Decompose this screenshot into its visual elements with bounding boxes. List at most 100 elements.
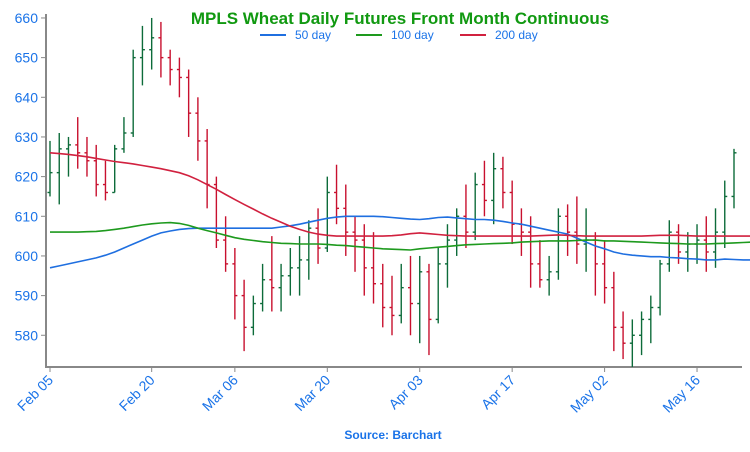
ohlc-bar <box>65 136 71 177</box>
ohlc-bar <box>158 21 164 78</box>
ohlc-bar <box>629 319 635 367</box>
y-tick-label: 660 <box>15 10 39 26</box>
ohlc-bar <box>47 140 53 197</box>
ohlc-bar <box>731 148 737 209</box>
ohlc-bar <box>176 57 182 98</box>
ohlc-bar <box>352 216 358 272</box>
ohlc-bar <box>555 208 561 280</box>
ohlc-bar <box>56 132 62 205</box>
ohlc-bar <box>648 295 654 344</box>
ohlc-bar <box>343 184 349 256</box>
ohlc-bar <box>250 295 256 336</box>
legend-label: 50 day <box>295 28 331 42</box>
chart-source: Source: Barchart <box>344 428 441 442</box>
y-tick-label: 620 <box>15 169 39 185</box>
legend-item: 100 day <box>356 28 434 42</box>
ohlc-bar <box>324 176 330 252</box>
ohlc-bar <box>269 236 275 312</box>
ohlc-bar <box>139 25 145 86</box>
ohlc-bar <box>213 176 219 249</box>
y-tick-label: 610 <box>15 208 39 224</box>
legend-label: 100 day <box>391 28 434 42</box>
ohlc-bar <box>334 164 340 225</box>
y-tick-label: 630 <box>15 129 39 145</box>
ohlc-bar <box>491 152 497 225</box>
series-line <box>49 152 750 237</box>
ohlc-bar <box>398 263 404 324</box>
ohlc-bar <box>602 240 608 304</box>
ohlc-bar <box>518 208 524 256</box>
legend-label: 200 day <box>495 28 538 42</box>
ohlc-bar <box>241 279 247 352</box>
ohlc-bar <box>186 69 192 137</box>
ohlc-bar <box>574 196 580 264</box>
ohlc-bar <box>407 255 413 336</box>
ohlc-bar <box>546 255 552 296</box>
ohlc-bar <box>297 236 303 296</box>
ohlc-bar <box>426 263 432 356</box>
ohlc-bar <box>417 255 423 344</box>
ohlc-bar <box>722 180 728 249</box>
ohlc-bar <box>130 49 136 137</box>
legend-item: 200 day <box>460 28 538 42</box>
ohlc-bar <box>278 263 284 312</box>
x-axis: Feb 05 Feb 20 Mar 06 Mar 20 Apr 03 Apr 17 May … <box>14 366 742 416</box>
y-tick-label: 590 <box>15 288 39 304</box>
chart-title: MPLS Wheat Daily Futures Front Month Con… <box>191 9 609 28</box>
ohlc-bar <box>167 49 173 86</box>
ohlc-bar <box>306 220 312 280</box>
legend-item: 50 day <box>260 28 331 42</box>
ohlc-bar <box>639 311 645 356</box>
ohlc-bar <box>463 184 469 249</box>
ohlc-bar <box>204 129 210 209</box>
ohlc-bar <box>713 208 719 268</box>
ohlc-bar <box>380 263 386 328</box>
ohlc-bar <box>149 17 155 70</box>
y-tick-label: 650 <box>15 50 39 66</box>
ohlc-bar <box>195 97 201 161</box>
ohlc-bar <box>454 208 460 256</box>
ohlc-bar <box>592 232 598 296</box>
ohlc-bar <box>112 144 118 194</box>
x-tick-label: Mar 06 <box>199 372 241 414</box>
moving-average-lines <box>49 152 750 269</box>
ohlc-bar <box>223 216 229 272</box>
ohlc-bar <box>75 117 81 169</box>
y-tick-label: 580 <box>15 327 39 343</box>
ohlc-bar <box>481 160 487 217</box>
series-line <box>50 221 750 251</box>
x-tick-label: Feb 05 <box>14 372 56 414</box>
ohlc-bar <box>121 117 127 153</box>
chart-legend: 50 day 100 day 200 day <box>260 28 538 42</box>
ohlc-bar <box>444 224 450 288</box>
x-tick-label: May 02 <box>567 372 611 416</box>
ohlc-bar <box>565 204 571 256</box>
ohlc-bar <box>509 180 515 245</box>
ohlc-bar <box>472 172 478 241</box>
ohlc-bar <box>102 160 108 201</box>
ohlc-bar <box>287 248 293 296</box>
ohlc-bar <box>537 240 543 288</box>
y-axis: 580 590 600 610 620 630 640 650 660 <box>15 10 47 367</box>
ohlc-bar <box>361 224 367 296</box>
price-bars <box>47 17 737 367</box>
x-tick-label: Mar 20 <box>291 372 333 414</box>
ohlc-bar <box>685 232 691 272</box>
x-tick-label: Feb 20 <box>116 372 158 414</box>
ohlc-bar <box>389 275 395 336</box>
y-tick-label: 640 <box>15 89 39 105</box>
ohlc-bar <box>93 144 99 197</box>
ohlc-bar <box>260 263 266 312</box>
ohlc-bar <box>315 208 321 264</box>
ohlc-bar <box>620 311 626 360</box>
series-line <box>49 215 750 269</box>
ohlc-bar <box>611 271 617 352</box>
ohlc-bar <box>528 216 534 288</box>
x-tick-label: May 16 <box>659 372 703 416</box>
y-tick-label: 600 <box>15 248 39 264</box>
ohlc-bar <box>371 232 377 304</box>
x-tick-label: Apr 17 <box>478 372 519 413</box>
ohlc-bar <box>657 259 663 316</box>
ohlc-bar <box>500 156 506 209</box>
